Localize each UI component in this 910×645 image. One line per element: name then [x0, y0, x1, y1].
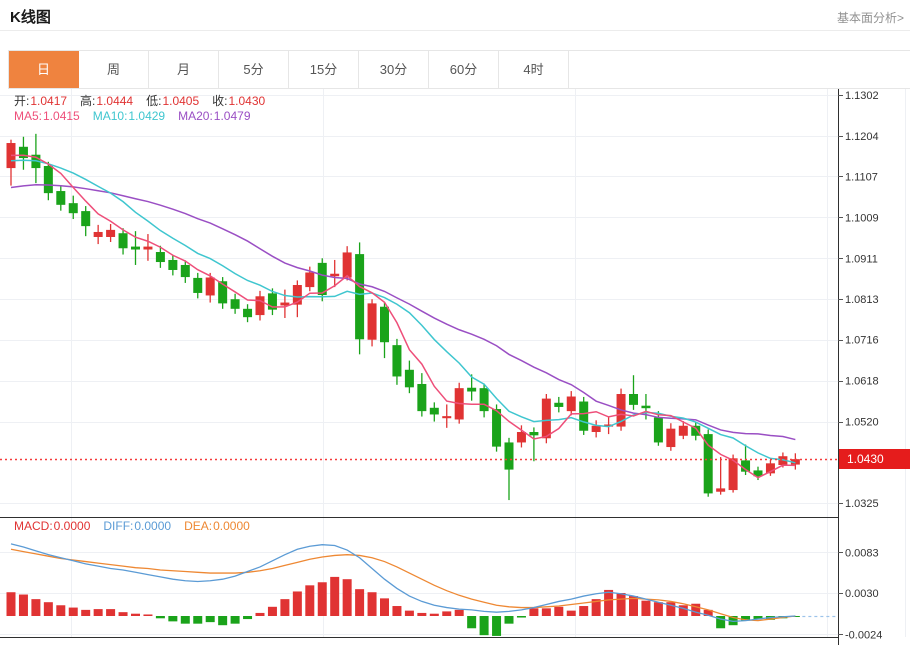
current-price-badge: 1.0430 — [839, 449, 910, 469]
low-label: 低: — [146, 94, 162, 108]
tab-week[interactable]: 周 — [79, 51, 149, 88]
tab-60min[interactable]: 60分 — [429, 51, 499, 88]
ma-legend-ma10: MA10:1.0429 — [93, 109, 165, 123]
tab-5min[interactable]: 5分 — [219, 51, 289, 88]
high-label: 高: — [80, 94, 96, 108]
tabbar-filler — [569, 51, 910, 88]
open-value: 1.0417 — [30, 94, 68, 108]
open-label: 开: — [14, 94, 30, 108]
ohlc-legend-open: 开:1.0417 — [14, 94, 67, 108]
page-header: K线图 基本面分析> — [0, 0, 910, 31]
high-value: 1.0444 — [96, 94, 134, 108]
macd-legend: MACD:0.0000 DIFF:0.0000 DEA:0.0000 — [14, 519, 263, 533]
tab-30min[interactable]: 30分 — [359, 51, 429, 88]
macd-legend-macd: MACD:0.0000 — [14, 519, 90, 533]
macd-legend-diff: DIFF:0.0000 — [103, 519, 171, 533]
page-title: K线图 — [10, 9, 51, 26]
ohlc-legend-high: 高:1.0444 — [80, 94, 133, 108]
ma5-value: 1.0415 — [43, 109, 80, 123]
ma20-label: MA20: — [178, 109, 213, 123]
dea-value: 0.0000 — [213, 519, 250, 533]
kline-chart-canvas[interactable] — [0, 88, 910, 645]
tab-4hour[interactable]: 4时 — [499, 51, 569, 88]
ohlc-legend-low: 低:1.0405 — [146, 94, 199, 108]
ma-legend-ma5: MA5:1.0415 — [14, 109, 80, 123]
tab-day[interactable]: 日 — [9, 51, 79, 88]
ohlc-legend-close: 收:1.0430 — [212, 94, 265, 108]
close-value: 1.0430 — [228, 94, 266, 108]
ma5-label: MA5: — [14, 109, 43, 123]
macd-legend-dea: DEA:0.0000 — [184, 519, 250, 533]
tab-month[interactable]: 月 — [149, 51, 219, 88]
ma10-label: MA10: — [92, 109, 128, 123]
close-label: 收: — [212, 94, 228, 108]
macd-label: MACD: — [14, 519, 53, 533]
ma-legend: MA5:1.0415 MA10:1.0429 MA20:1.0479 — [14, 109, 264, 123]
fundamental-analysis-link[interactable]: 基本面分析> — [836, 11, 904, 25]
ma10-value: 1.0429 — [128, 109, 166, 123]
period-tabbar: 日周月 5分 15分 30分 60分 4时 — [8, 50, 910, 89]
tab-15min[interactable]: 15分 — [289, 51, 359, 88]
low-value: 1.0405 — [162, 94, 200, 108]
ohlc-legend: 开:1.0417 高:1.0444 低:1.0405 收:1.0430 — [14, 92, 278, 109]
dea-label: DEA: — [184, 519, 213, 533]
diff-value: 0.0000 — [134, 519, 172, 533]
diff-label: DIFF: — [103, 519, 134, 533]
ma20-value: 1.0479 — [213, 109, 251, 123]
chart-area: 开:1.0417 高:1.0444 低:1.0405 收:1.0430 MA5:1.0… — [0, 88, 910, 645]
macd-value: 0.0000 — [53, 519, 91, 533]
ma-legend-ma20: MA20:1.0479 — [178, 109, 250, 123]
